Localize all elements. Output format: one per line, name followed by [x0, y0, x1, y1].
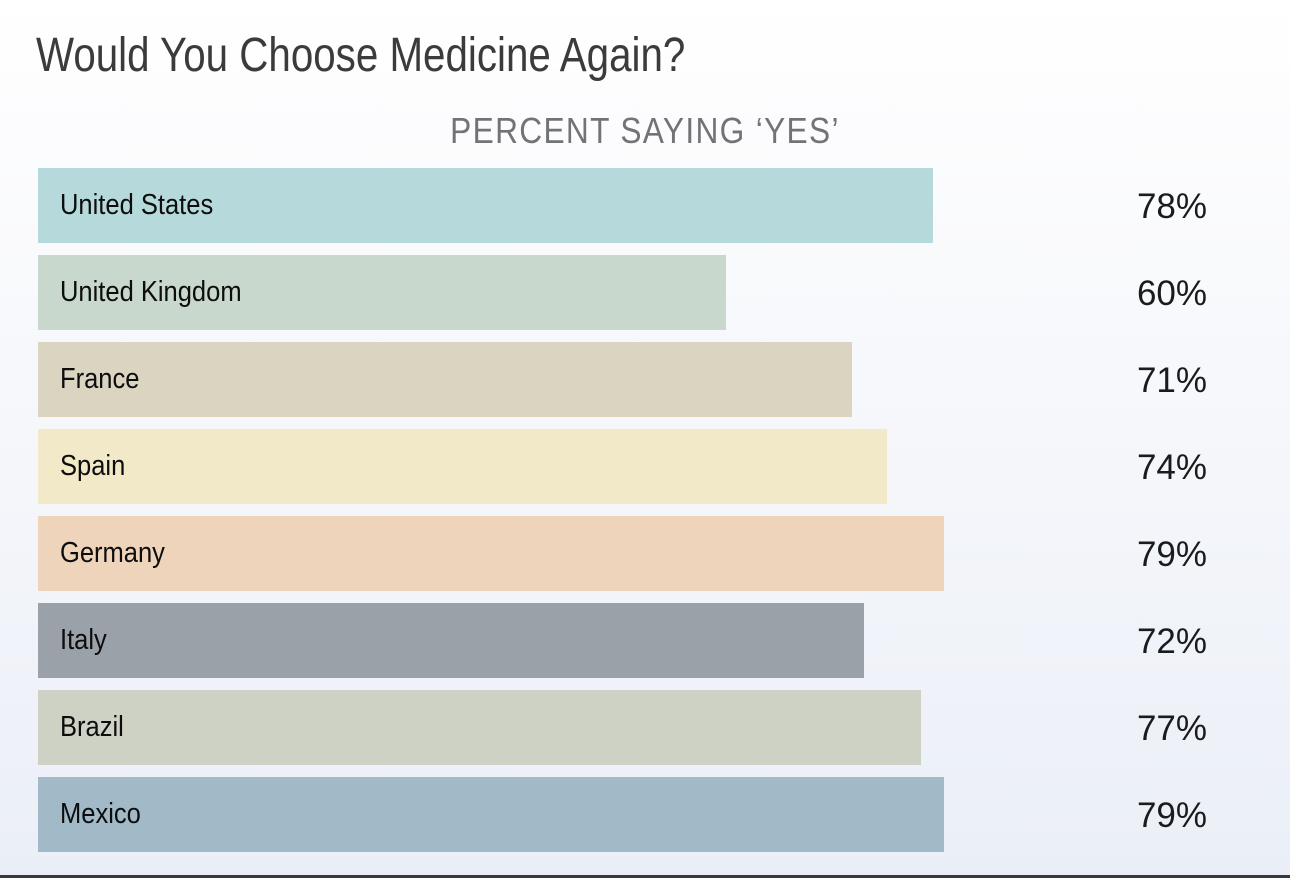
bar-row: Mexico 79% — [38, 777, 1290, 852]
bar: Spain — [38, 429, 887, 504]
bar-value-label: 78% — [1136, 186, 1207, 226]
bar-category-label: Brazil — [60, 711, 124, 743]
bar-value-label: 71% — [1136, 360, 1207, 400]
bar: United States — [38, 168, 933, 243]
bar: Mexico — [38, 777, 944, 852]
bar-value-label: 74% — [1136, 447, 1207, 487]
bar-category-label: Germany — [60, 537, 165, 569]
bar: United Kingdom — [38, 255, 726, 330]
bar-row: France 71% — [38, 342, 1290, 417]
bar-category-label: France — [60, 363, 140, 395]
bottom-divider — [0, 875, 1290, 878]
bar-category-label: Spain — [60, 450, 126, 482]
bar-category-label: United States — [60, 189, 214, 221]
bar-category-label: Italy — [60, 624, 107, 656]
bar-row: United Kingdom 60% — [38, 255, 1290, 330]
bar: France — [38, 342, 852, 417]
chart-subtitle: PERCENT SAYING ‘YES’ — [450, 110, 840, 151]
bar-value-label: 79% — [1136, 795, 1207, 835]
bar-row: United States 78% — [38, 168, 1290, 243]
bar: Brazil — [38, 690, 921, 765]
bar-category-label: Mexico — [60, 798, 141, 830]
bar-row: Spain 74% — [38, 429, 1290, 504]
bar-category-label: United Kingdom — [60, 276, 242, 308]
bar-row: Italy 72% — [38, 603, 1290, 678]
bar-value-label: 77% — [1136, 708, 1207, 748]
bar-value-label: 60% — [1136, 273, 1207, 313]
chart-title: Would You Choose Medicine Again? — [36, 29, 686, 82]
bar-value-label: 79% — [1136, 534, 1207, 574]
bar: Italy — [38, 603, 864, 678]
bar-value-label: 72% — [1136, 621, 1207, 661]
bar: Germany — [38, 516, 944, 591]
bar-row: Brazil 77% — [38, 690, 1290, 765]
bar-row: Germany 79% — [38, 516, 1290, 591]
